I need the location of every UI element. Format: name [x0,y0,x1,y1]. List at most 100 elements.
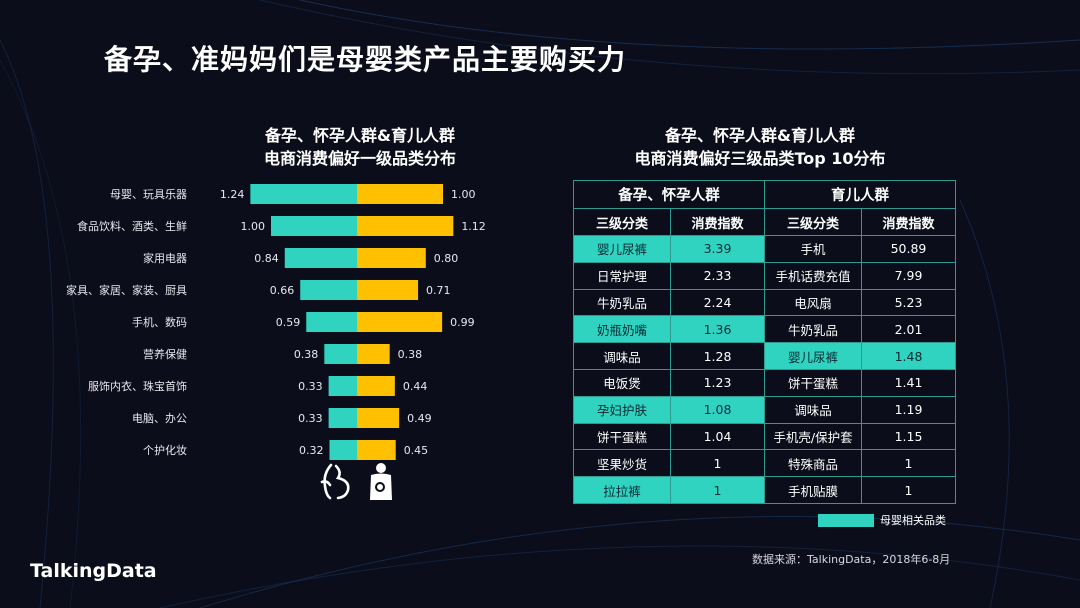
mother-baby-icon [370,463,392,500]
pregnant-index-cell: 2.24 [670,288,765,317]
bar-pregnant [250,184,357,204]
right-table-subtitle: 备孕、怀孕人群&育儿人群 电商消费偏好三级品类Top 10分布 [590,124,930,170]
left-chart-subtitle: 备孕、怀孕人群&育儿人群 电商消费偏好一级品类分布 [190,124,530,170]
table-row: 孕妇护肤 1.08 调味品 1.19 [573,395,956,424]
bar-pregnant [329,440,357,460]
parenting-category-cell: 特殊商品 [764,449,862,478]
parenting-category-cell: 手机贴膜 [764,476,862,504]
parenting-category-cell: 手机 [764,235,862,263]
bar-pregnant [328,408,357,428]
parenting-category-cell: 电风扇 [764,288,862,317]
table-row: 饼干蛋糕 1.04 手机壳/保护套 1.15 [573,422,956,451]
parenting-index-cell: 1.41 [861,368,956,397]
source-note: 数据来源：TalkingData，2018年6-8月 [752,553,951,566]
category-label: 家用电器 [143,251,187,265]
pregnant-category-cell: 电饭煲 [573,368,671,397]
value-label-pregnant: 0.32 [299,444,324,457]
page-title: 备孕、准妈妈们是母婴类产品主要购买力 [104,43,627,76]
top10-table: 备孕、怀孕人群 育儿人群 三级分类 消费指数 三级分类 消费指数 婴儿尿裤 3.3… [573,180,956,504]
parenting-index-cell: 1.19 [861,395,956,424]
right-subtitle-line-1: 备孕、怀孕人群&育儿人群 [665,126,855,145]
pregnant-category-cell: 牛奶乳品 [573,288,671,317]
table-row: 调味品 1.28 婴儿尿裤 1.48 [573,342,956,370]
parenting-category-cell: 婴儿尿裤 [764,342,862,370]
pregnant-index-cell: 1.36 [670,315,765,344]
value-label-pregnant: 0.59 [276,316,301,329]
table-row: 日常护理 2.33 手机话费充值 7.99 [573,261,956,290]
bar-parenting [357,248,426,268]
col-header-index-1: 消费指数 [670,208,765,236]
pregnant-index-cell: 1.23 [670,368,765,397]
pregnant-silhouette-icon [320,463,350,500]
value-label-pregnant: 0.33 [298,412,323,425]
pregnant-index-cell: 1 [670,449,765,478]
table-row: 婴儿尿裤 3.39 手机 50.89 [573,235,956,263]
pregnant-category-cell: 饼干蛋糕 [573,422,671,451]
bar-parenting [357,376,395,396]
value-label-parenting: 0.49 [407,412,432,425]
value-label-parenting: 0.38 [398,348,423,361]
value-label-parenting: 0.80 [434,252,459,265]
pregnant-category-cell: 婴儿尿裤 [573,235,671,263]
bar-pregnant [306,312,357,332]
value-label-pregnant: 0.38 [294,348,319,361]
pregnant-category-cell: 坚果炒货 [573,449,671,478]
pregnant-category-cell: 调味品 [573,342,671,370]
bar-pregnant [271,216,357,236]
parenting-index-cell: 1 [861,449,956,478]
pregnant-category-cell: 奶瓶奶嘴 [573,315,671,344]
pregnant-category-cell: 日常护理 [573,261,671,290]
parenting-index-cell: 50.89 [861,235,956,263]
bar-parenting [357,312,443,332]
value-label-parenting: 0.44 [403,380,428,393]
group-pregnant-header: 备孕、怀孕人群 [573,180,765,209]
parenting-index-cell: 1.48 [861,342,956,370]
parenting-index-cell: 1.15 [861,422,956,451]
table-row: 拉拉裤 1 手机贴膜 1 [573,476,956,504]
parenting-index-cell: 7.99 [861,261,956,290]
pregnant-category-cell: 拉拉裤 [573,476,671,504]
legend: 母婴相关品类 [818,512,946,528]
table-header-row: 三级分类 消费指数 三级分类 消费指数 [573,208,956,236]
bar-pregnant [324,344,357,364]
value-label-parenting: 1.00 [451,188,476,201]
pregnant-index-cell: 1.04 [670,422,765,451]
bar-pregnant [300,280,357,300]
left-subtitle-line-1: 备孕、怀孕人群&育儿人群 [265,126,455,145]
group-parenting-header: 育儿人群 [764,180,956,209]
bar-parenting [357,184,443,204]
bar-pregnant [328,376,357,396]
legend-swatch [818,513,874,527]
value-label-pregnant: 0.33 [298,380,323,393]
col-header-category-1: 三级分类 [573,208,671,236]
value-label-pregnant: 0.84 [254,252,279,265]
category-label: 个护化妆 [143,443,187,457]
category-preference-chart: 1.24 1.00 母婴、玩具乐器 1.00 1.12 食品饮料、酒类、生鲜 0.84 0.8… [66,184,486,460]
value-label-pregnant: 1.24 [220,188,245,201]
parenting-category-cell: 手机壳/保护套 [764,422,862,451]
value-label-parenting: 0.45 [404,444,429,457]
parenting-category-cell: 饼干蛋糕 [764,368,862,397]
value-label-parenting: 1.12 [461,220,486,233]
parenting-index-cell: 5.23 [861,288,956,317]
parenting-index-cell: 1 [861,476,956,504]
pregnant-index-cell: 1.28 [670,342,765,370]
table-row: 电饭煲 1.23 饼干蛋糕 1.41 [573,368,956,397]
category-label: 服饰内衣、珠宝首饰 [88,379,187,393]
legend-label: 母婴相关品类 [880,514,946,527]
pregnant-category-cell: 孕妇护肤 [573,395,671,424]
pregnant-index-cell: 1.08 [670,395,765,424]
category-label: 手机、数码 [132,315,187,329]
value-label-parenting: 0.71 [426,284,451,297]
table-row: 坚果炒货 1 特殊商品 1 [573,449,956,478]
category-label: 食品饮料、酒类、生鲜 [77,219,187,233]
bar-parenting [357,408,400,428]
right-subtitle-line-2: 电商消费偏好三级品类Top 10分布 [634,149,886,168]
value-label-pregnant: 0.66 [270,284,295,297]
bar-pregnant [284,248,357,268]
bar-parenting [357,440,396,460]
category-label: 母婴、玩具乐器 [110,188,187,201]
col-header-category-2: 三级分类 [764,208,862,236]
bar-parenting [357,216,454,236]
